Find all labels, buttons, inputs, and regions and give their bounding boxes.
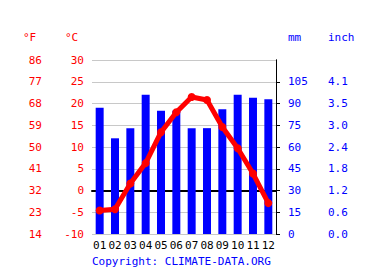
svg-text:59: 59: [29, 119, 42, 132]
svg-text:86: 86: [29, 54, 42, 67]
svg-text:3.0: 3.0: [328, 119, 348, 132]
svg-text:90: 90: [288, 97, 301, 110]
svg-text:75: 75: [288, 119, 301, 132]
svg-text:25: 25: [71, 75, 84, 88]
svg-text:12: 12: [262, 239, 275, 252]
svg-text:2.4: 2.4: [328, 141, 348, 154]
svg-text:30: 30: [71, 54, 84, 67]
svg-text:5: 5: [77, 162, 84, 175]
svg-text:01: 01: [93, 239, 106, 252]
svg-text:1.8: 1.8: [328, 162, 348, 175]
svg-text:60: 60: [288, 141, 301, 154]
svg-text:0.0: 0.0: [328, 228, 348, 241]
svg-text:11: 11: [246, 239, 259, 252]
svg-text:-5: -5: [71, 206, 84, 219]
svg-text:inch: inch: [328, 31, 355, 44]
svg-text:41: 41: [29, 162, 42, 175]
svg-text:10: 10: [231, 239, 244, 252]
svg-text:0: 0: [288, 228, 295, 241]
svg-text:30: 30: [288, 184, 301, 197]
svg-text:04: 04: [139, 239, 153, 252]
svg-text:32: 32: [29, 184, 42, 197]
svg-text:09: 09: [216, 239, 229, 252]
svg-text:68: 68: [29, 97, 42, 110]
svg-text:°C: °C: [65, 31, 78, 44]
svg-text:14: 14: [29, 228, 43, 241]
svg-text:05: 05: [154, 239, 167, 252]
svg-text:mm: mm: [288, 31, 302, 44]
svg-text:0.6: 0.6: [328, 206, 348, 219]
svg-text:06: 06: [170, 239, 183, 252]
svg-text:15: 15: [71, 119, 84, 132]
svg-text:07: 07: [185, 239, 198, 252]
svg-text:02: 02: [108, 239, 121, 252]
svg-text:23: 23: [29, 206, 42, 219]
svg-text:50: 50: [29, 141, 42, 154]
svg-text:10: 10: [71, 141, 84, 154]
svg-text:45: 45: [288, 162, 301, 175]
svg-text:15: 15: [288, 206, 301, 219]
svg-text:20: 20: [71, 97, 84, 110]
svg-text:°F: °F: [23, 31, 36, 44]
svg-text:-10: -10: [64, 228, 84, 241]
svg-text:0: 0: [77, 184, 84, 197]
svg-text:03: 03: [124, 239, 137, 252]
svg-text:105: 105: [288, 75, 308, 88]
svg-text:4.1: 4.1: [328, 75, 348, 88]
svg-text:77: 77: [29, 75, 42, 88]
svg-text:3.5: 3.5: [328, 97, 348, 110]
svg-text:1.2: 1.2: [328, 184, 348, 197]
svg-text:08: 08: [200, 239, 213, 252]
svg-text:Copyright: CLIMATE-DATA.ORG: Copyright: CLIMATE-DATA.ORG: [92, 255, 271, 268]
